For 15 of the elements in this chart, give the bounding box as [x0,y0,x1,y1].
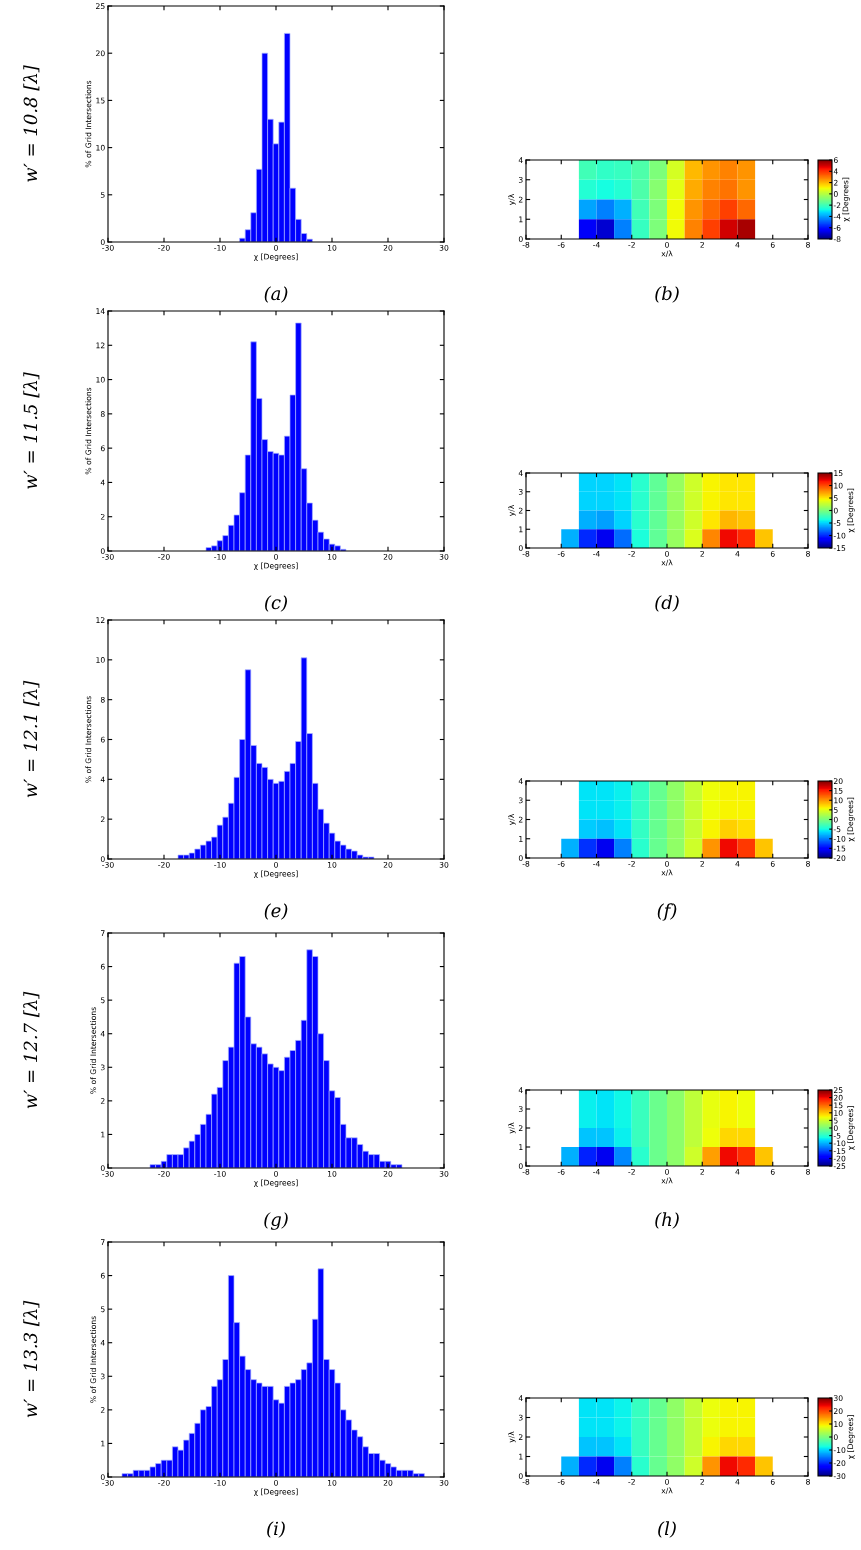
text: w′ = 11.5 [λ] [23,372,40,489]
text: (c) [265,595,287,612]
text: (e) [264,903,288,920]
text: (i) [267,1521,285,1538]
text: (d) [655,595,679,612]
text: (b) [655,286,679,303]
text: (f) [657,903,677,921]
text: w′ = 13.3 [λ] [23,1300,40,1418]
text: w′ = 12.7 [λ] [23,991,40,1109]
text: (g) [264,1212,288,1230]
text: (l) [658,1521,676,1538]
text: w′ = 10.8 [λ] [23,65,40,182]
text: (a) [264,286,288,303]
text: w′ = 12.1 [λ] [23,680,40,798]
text: (h) [655,1212,679,1229]
